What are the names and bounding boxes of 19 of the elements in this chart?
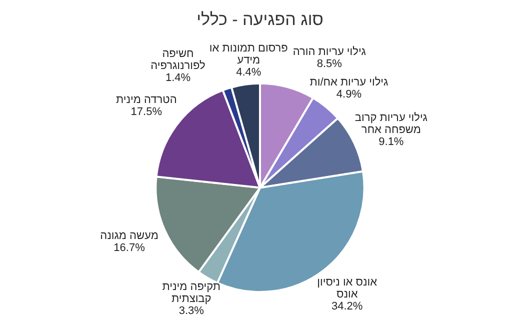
data-label: 8.5%: [316, 58, 342, 70]
slice-label: פרסום תמונות או מידע: [209, 42, 288, 67]
slice-label: גילוי עריות אח/ות: [310, 76, 388, 89]
slice-label: אונס או ניסיון אונס: [317, 276, 378, 300]
slice-label: גילוי עריות קרוב משפחה אחר: [354, 112, 428, 136]
slice-label: תקיפה מינית קבוצתית: [162, 280, 220, 305]
data-label: 17.5%: [130, 106, 162, 118]
data-label: 34.2%: [332, 300, 363, 312]
data-label: 3.3%: [178, 304, 204, 317]
data-label: 9.1%: [378, 136, 404, 148]
data-label: 1.4%: [165, 72, 191, 84]
data-label: 4.9%: [336, 88, 362, 101]
slice-label: הטרדה מינית: [116, 94, 177, 106]
data-label: 16.7%: [114, 242, 146, 254]
slice-label: מעשה מגונה: [100, 230, 158, 242]
chart-title: סוג הפגיעה - כללי: [196, 10, 324, 29]
slice-label: חשיפה לפורנוגרפיה: [150, 48, 206, 72]
slice-label: גילוי עריות הורה: [292, 46, 366, 58]
data-label: 4.4%: [236, 66, 262, 79]
